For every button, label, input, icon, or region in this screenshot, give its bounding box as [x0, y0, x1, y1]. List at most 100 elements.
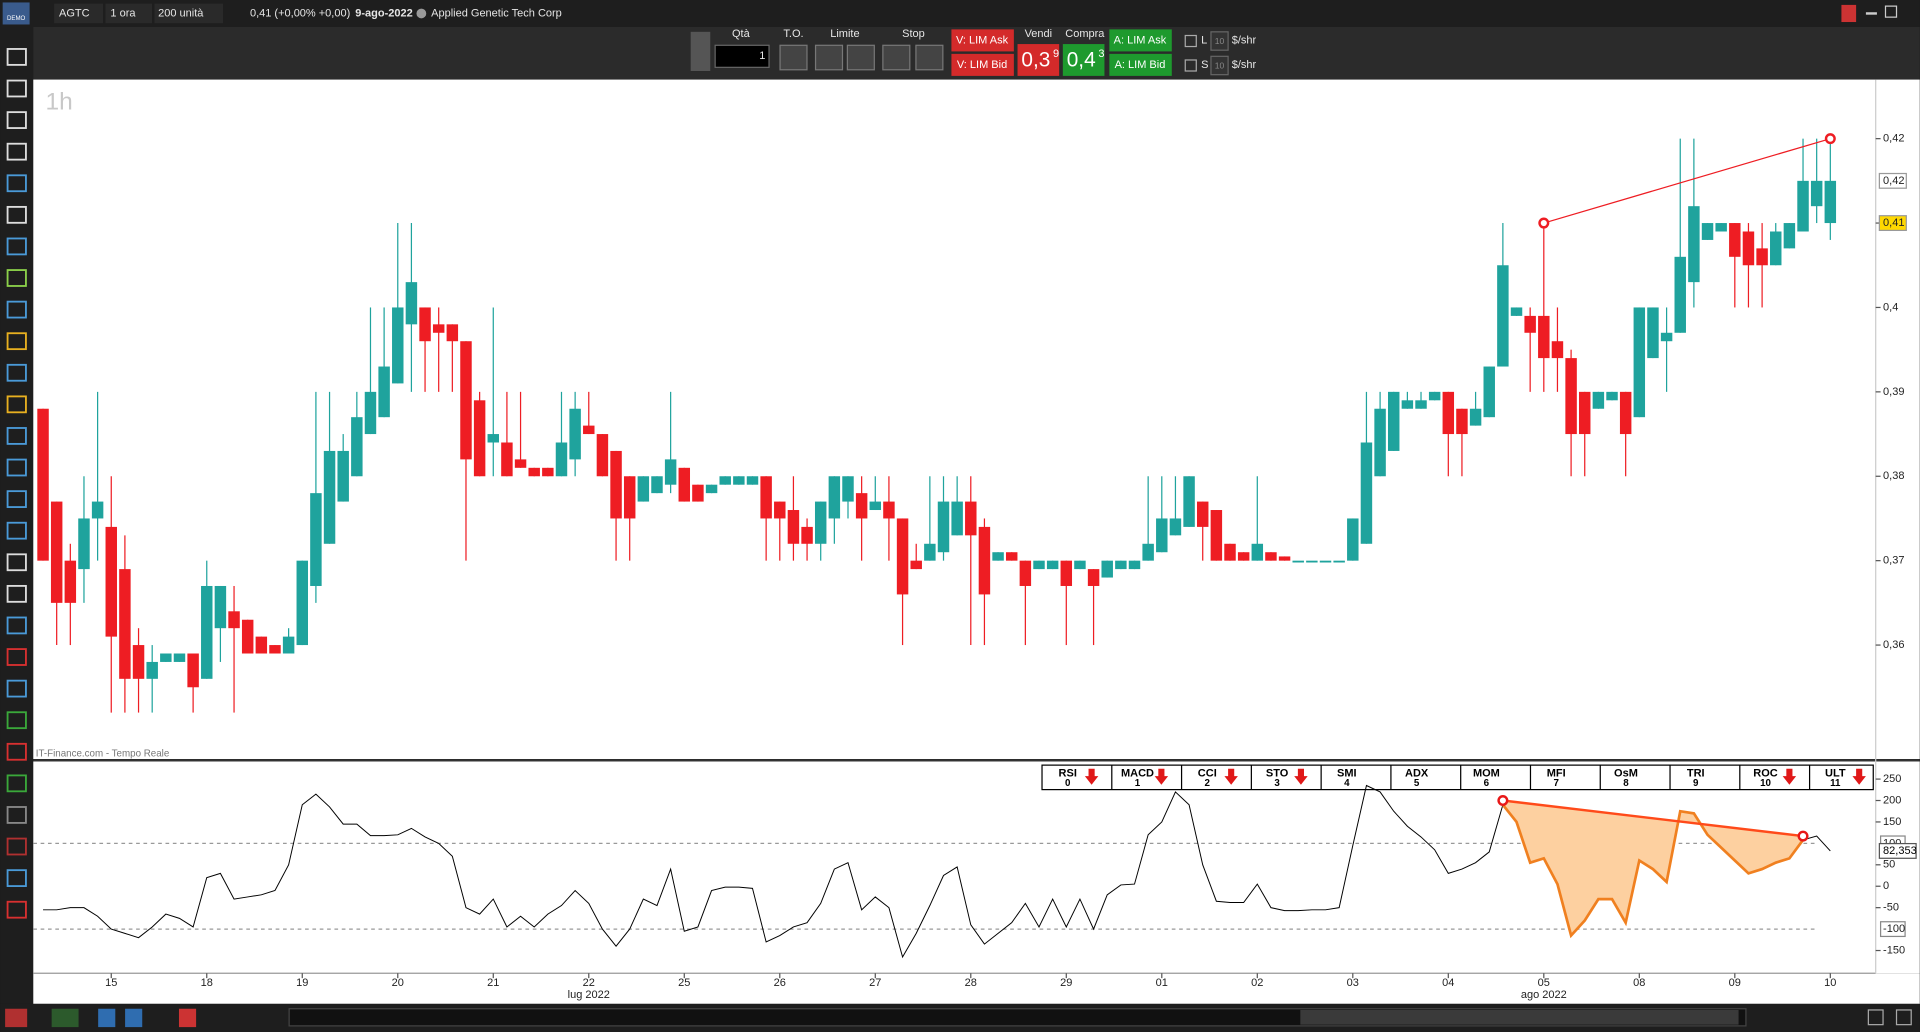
short-checkbox[interactable] [1184, 59, 1197, 72]
sell-ask-button[interactable] [951, 29, 1014, 52]
sell-price[interactable]: 0,3 [1021, 49, 1050, 72]
limit-sell-button[interactable] [846, 44, 875, 71]
qty[interactable]: 1 [759, 50, 765, 62]
toolbar-handle[interactable] [690, 31, 711, 72]
buy-ask[interactable]: A: LIM Ask [1114, 34, 1167, 46]
tool-icon[interactable] [6, 490, 27, 508]
tab-name[interactable]: ULT [1825, 768, 1846, 780]
tool-icon[interactable] [6, 458, 27, 477]
tool-icon[interactable] [6, 174, 27, 193]
sell-bid-button[interactable] [951, 53, 1014, 76]
sell-bid[interactable]: V: LIM Bid [957, 59, 1007, 71]
tab-name[interactable]: OsM [1614, 768, 1638, 780]
tab-index[interactable]: 7 [1553, 778, 1559, 789]
bottom-tool[interactable] [125, 1008, 143, 1028]
tool-icon[interactable] [6, 427, 27, 445]
bottom-tool[interactable] [51, 1008, 79, 1028]
sell-digit[interactable]: 9 [1053, 48, 1059, 60]
sell-ask[interactable]: V: LIM Ask [956, 34, 1009, 46]
tab-index[interactable]: 1 [1135, 778, 1141, 789]
maximize-button[interactable] [1884, 5, 1898, 18]
sell-button[interactable] [1017, 44, 1060, 76]
tab-index[interactable]: 0 [1065, 778, 1071, 789]
tool-icon[interactable] [6, 142, 27, 161]
buy-bid-button[interactable] [1109, 53, 1172, 76]
tab-index[interactable]: 4 [1344, 778, 1350, 789]
candle-body [1251, 543, 1264, 561]
tool-icon[interactable] [6, 837, 27, 856]
tab-index[interactable]: 6 [1484, 778, 1490, 789]
refresh-button[interactable] [1841, 4, 1857, 23]
symbol[interactable]: AGTC [59, 7, 90, 19]
tab-name[interactable]: ROC [1753, 768, 1778, 780]
tool-icon[interactable] [6, 679, 27, 698]
tab-name[interactable]: MACD [1121, 768, 1154, 780]
tab-index[interactable]: 2 [1205, 778, 1211, 789]
candle-body [1756, 248, 1768, 266]
buy-ask-button[interactable] [1109, 29, 1172, 52]
short-input[interactable] [1210, 55, 1229, 76]
tool-icon[interactable] [6, 300, 27, 319]
tool-icon[interactable] [6, 553, 27, 572]
y-tick-label: 0,4 [1883, 301, 1898, 313]
buy-bid[interactable]: A: LIM Bid [1115, 59, 1166, 71]
tool-icon[interactable] [6, 521, 27, 540]
bottom-tool[interactable] [178, 1008, 197, 1028]
long-input[interactable] [1210, 31, 1229, 51]
tool-icon[interactable] [6, 79, 27, 98]
stop-sell-button[interactable] [915, 44, 944, 71]
qty-input[interactable] [714, 44, 770, 68]
limit-buy-button[interactable] [814, 44, 844, 71]
tool-icon[interactable] [6, 363, 27, 382]
stop-buy-button[interactable] [882, 44, 911, 71]
tool-icon[interactable] [6, 584, 27, 603]
tool-icon[interactable] [6, 648, 27, 666]
tab-name[interactable]: CCI [1198, 768, 1217, 780]
tool-icon[interactable] [6, 205, 27, 224]
buy-digit[interactable]: 3 [1098, 48, 1104, 60]
tool-icon[interactable] [6, 711, 27, 730]
tool-icon[interactable] [6, 269, 27, 287]
long-qty[interactable]: 10 [1215, 36, 1225, 46]
zoom-in[interactable] [1867, 1009, 1884, 1026]
bars[interactable]: 200 unità [158, 7, 204, 19]
zoom-out[interactable] [1895, 1009, 1912, 1026]
tool-icon[interactable] [6, 806, 27, 824]
tab-index[interactable]: 5 [1414, 778, 1420, 789]
tab-name[interactable]: TRI [1687, 768, 1705, 780]
tool-icon[interactable] [6, 742, 27, 761]
tool-icon[interactable] [6, 332, 27, 351]
short-qty[interactable]: 10 [1215, 60, 1225, 70]
tab-index[interactable]: 3 [1274, 778, 1280, 789]
bottom-tool[interactable] [98, 1008, 116, 1028]
tab-index[interactable]: 9 [1693, 778, 1699, 789]
buy-price[interactable]: 0,4 [1067, 49, 1096, 72]
tool-icon[interactable] [6, 774, 27, 793]
tab-index[interactable]: 11 [1830, 778, 1841, 789]
symbol-select[interactable] [54, 3, 104, 24]
long-checkbox[interactable] [1184, 34, 1197, 48]
minimize-button[interactable] [1865, 12, 1877, 15]
tool-icon[interactable] [6, 900, 27, 919]
timeframe[interactable]: 1 ora [110, 7, 136, 19]
tab-name[interactable]: SMI [1337, 768, 1357, 780]
tool-icon[interactable] [6, 869, 27, 887]
tool-icon[interactable] [6, 616, 27, 635]
tab-name[interactable]: RSI [1059, 768, 1077, 780]
scroll-thumb[interactable] [1300, 1009, 1739, 1025]
tool-icon[interactable] [6, 111, 27, 129]
buy-button[interactable] [1062, 44, 1105, 76]
tab-name[interactable]: ADX [1405, 768, 1429, 780]
tab-index[interactable]: 8 [1623, 778, 1629, 789]
tool-icon[interactable] [6, 48, 27, 66]
bottom-tool[interactable] [5, 1008, 28, 1028]
tab-name[interactable]: STO [1266, 768, 1289, 780]
tool-icon[interactable] [6, 237, 27, 256]
tab-name[interactable]: MOM [1473, 768, 1500, 780]
bars-select[interactable] [154, 3, 224, 24]
tool-icon[interactable] [6, 395, 27, 414]
timeframe-select[interactable] [105, 3, 153, 24]
tab-index[interactable]: 10 [1760, 778, 1771, 789]
tab-name[interactable]: MFI [1547, 768, 1566, 780]
to-button[interactable] [779, 44, 808, 71]
